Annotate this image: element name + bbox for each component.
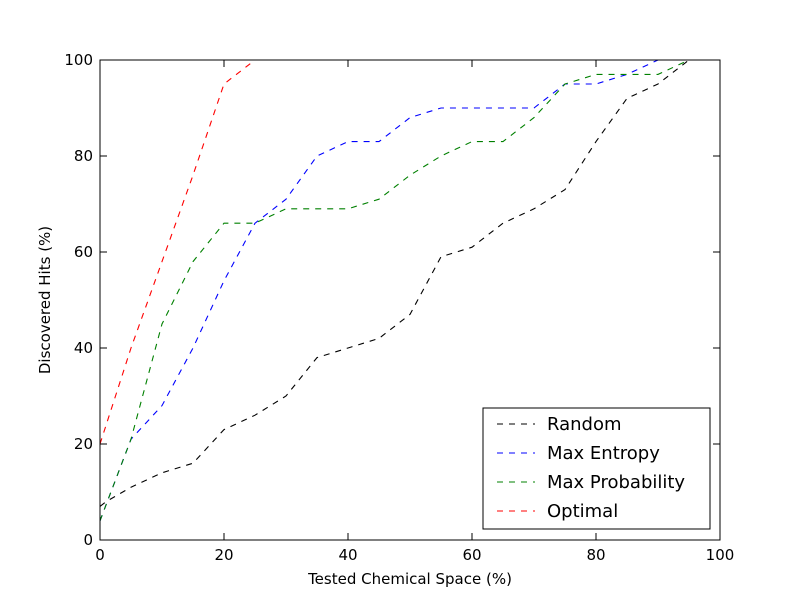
y-tick-label: 0 [83, 531, 93, 549]
legend: Random Max Entropy Max Probability Optimal [482, 407, 711, 530]
series-line-max-probability [99, 59, 690, 521]
x-tick-label: 60 [462, 546, 481, 564]
legend-label-max-probability: Max Probability [547, 472, 685, 493]
data-series [99, 59, 690, 521]
legend-label-optimal: Optimal [547, 501, 618, 522]
x-tick-label: 100 [706, 546, 735, 564]
y-tick-label: 40 [74, 339, 93, 357]
x-tick-label: 20 [214, 546, 233, 564]
legend-box [482, 407, 711, 530]
y-axis-label: Discovered Hits (%) [36, 226, 54, 374]
legend-label-max-entropy: Max Entropy [547, 443, 660, 464]
axis-ticks: 0 20 40 60 80 100 0 20 40 60 80 100 [64, 51, 734, 564]
y-tick-label: 20 [74, 435, 93, 453]
x-tick-label: 40 [338, 546, 357, 564]
y-tick-label: 100 [64, 51, 93, 69]
y-tick-label: 80 [74, 147, 93, 165]
y-tick-label: 60 [74, 243, 93, 261]
legend-label-random: Random [547, 414, 622, 435]
x-tick-label: 80 [586, 546, 605, 564]
x-tick-label: 0 [95, 546, 105, 564]
series-line-optimal [99, 59, 256, 445]
series-line-max-entropy [99, 59, 689, 521]
x-axis-label: Tested Chemical Space (%) [307, 570, 512, 588]
plot-frame [99, 59, 721, 541]
